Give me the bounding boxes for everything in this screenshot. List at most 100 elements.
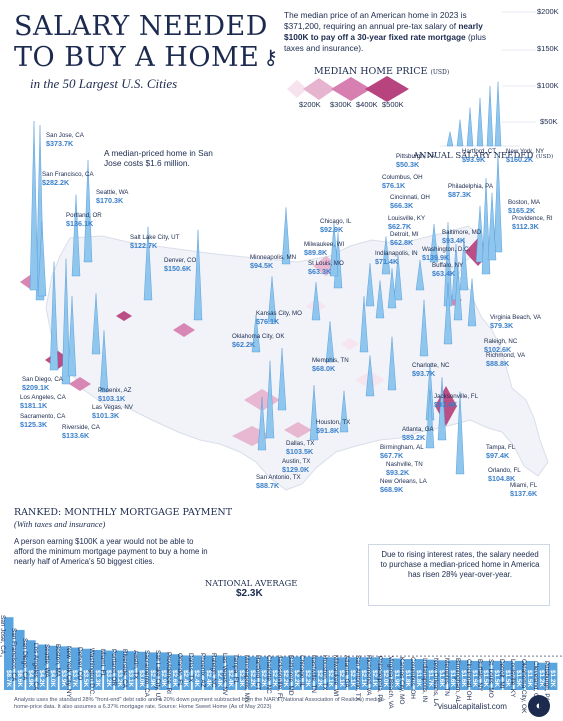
city-name: Minneapolis, MN	[250, 254, 297, 261]
scale-spike-3	[466, 107, 474, 147]
city-name: Los Angeles, CA	[20, 394, 66, 401]
city-name: New York, NY	[506, 148, 545, 155]
mortgage-bar-las-vegas-nv	[226, 655, 236, 690]
mortgage-bar-baltimore-md	[292, 656, 303, 690]
salary-spike-austin-tx	[265, 360, 275, 439]
city-salary-value: $76.1K	[382, 181, 406, 190]
mortgage-bar-richmond-va	[370, 657, 380, 690]
city-label-jacksonville-fl: Jacksonville, FL $93.4K	[434, 393, 478, 409]
mortgage-bar-st-louis-mo	[492, 660, 502, 690]
mortgage-bar-seattle-wa	[48, 645, 58, 690]
salary-spike-richmond-va	[453, 266, 463, 321]
city-label-nashville-tn: Nashville, TN $93.2K	[386, 461, 423, 477]
salary-spike-miami-fl	[455, 391, 465, 475]
mortgage-bar-pittsburgh-pa	[547, 662, 558, 690]
city-name: Orlando, FL	[488, 467, 521, 474]
salary-spike-providence-ri	[487, 192, 497, 261]
mortgage-bar-orlando-fl	[181, 655, 192, 690]
city-salary-value: $50.3K	[396, 160, 420, 169]
title-line-1: SALARY NEEDED	[14, 11, 268, 42]
mortgage-bar-charlotte-nc	[270, 656, 280, 690]
mortgage-bar-salt-lake-city-ut	[159, 652, 169, 690]
mortgage-bar-kansas-city-mo	[403, 659, 414, 690]
salary-spike-kansas-city-mo	[267, 276, 277, 323]
salary-scale	[440, 11, 536, 147]
city-salary-value: $92.9K	[320, 225, 344, 234]
ranked-bar-chart	[0, 617, 563, 690]
city-name: Salt Lake City, UT	[130, 234, 180, 241]
salary-spike-indianapolis-in	[365, 263, 375, 307]
mortgage-bar-denver-co	[81, 648, 92, 690]
mortgage-bar-cleveland-oh	[536, 662, 547, 690]
title-line-2: TO BUY A HOME ⚷	[14, 42, 279, 73]
city-salary-value: $165.2K	[508, 206, 536, 215]
city-name: Richmond, VA	[486, 352, 526, 359]
city-salary-value: $104.8K	[488, 474, 516, 483]
ranked-title: RANKED: MONTHLY MORTGAGE PAYMENT	[14, 507, 233, 518]
city-salary-value: $93.9K	[462, 155, 486, 164]
salary-spike-los-angeles-ca	[49, 261, 59, 371]
city-label-pittsburgh-pa: Pittsburgh, PA $50.3K	[396, 153, 435, 169]
mortgage-bar-indianapolis-in	[425, 659, 436, 690]
city-label-atlanta-ga: Atlanta, GA $89.2K	[402, 426, 434, 442]
salary-spike-nashville-tn	[359, 296, 369, 353]
scale-spike-4	[476, 97, 484, 147]
us-map-outline	[45, 225, 549, 491]
city-salary-value: $89.2K	[402, 433, 426, 442]
page-title: SALARY NEEDED TO BUY A HOME ⚷	[14, 12, 279, 73]
note-box	[368, 544, 550, 606]
salary-spike-pittsburgh-pa	[415, 259, 425, 291]
city-salary-value: $93.2K	[386, 468, 410, 477]
scale-spike-6	[494, 81, 502, 147]
city-name: Nashville, TN	[386, 461, 423, 468]
salary-spike-oklahoma-city-ok	[251, 314, 261, 353]
city-salary-value: $133.6K	[62, 431, 90, 440]
city-label-charlotte-nc: Charlotte, NC $93.7K	[412, 362, 449, 378]
city-label-detroit-mi: Detroit, MI $62.8K	[390, 231, 419, 247]
salary-spike-cincinnati-oh	[387, 268, 397, 309]
mortgage-bar-portland-or	[115, 650, 125, 690]
mortgage-bar-san-jose-ca	[4, 617, 14, 690]
salary-spike-houston-tx	[309, 385, 319, 441]
scale-spike-2	[456, 119, 464, 147]
city-name: Austin, TX	[282, 458, 311, 465]
legend-swatches	[287, 76, 409, 102]
metro-region-3	[69, 377, 91, 391]
mortgage-bar-dallas-tx	[192, 655, 203, 690]
city-label-san-diego-ca: San Diego, CA $209.1K	[22, 376, 63, 392]
metro-region-15	[341, 338, 359, 350]
salary-spike-columbus-oh	[393, 254, 403, 301]
city-name: Miami, FL	[510, 482, 538, 489]
city-salary-value: $87.3K	[448, 190, 472, 199]
mortgage-bar-louisville-ky	[514, 660, 525, 690]
brand-text[interactable]: visualcapitalist.com	[438, 702, 507, 711]
city-name: Las Vegas, NV	[92, 404, 133, 411]
mortgage-bar-sacramento-ca	[148, 652, 158, 690]
city-label-washington-d-c: Washington, D.C. $139.9K	[422, 246, 470, 262]
city-name: Tampa, FL	[486, 444, 516, 451]
city-name: Detroit, MI	[390, 231, 419, 238]
city-label-new-orleans-la: New Orleans, LA $68.9K	[380, 478, 427, 494]
city-label-louisville-ky: Louisville, KY $62.7K	[388, 215, 425, 231]
city-label-st-louis-mo: St Louis, MO $63.3K	[308, 260, 344, 276]
note-text: Due to rising interest rates, the salary…	[380, 550, 540, 579]
scale-tick-150: $150K	[537, 44, 559, 53]
city-label-philadelphia-pa: Philadelphia, PA $87.3K	[448, 183, 493, 199]
mortgage-bar-houston-tx	[325, 657, 336, 690]
salary-spike-charlotte-nc	[419, 299, 429, 357]
city-name: Kansas City, MO	[256, 310, 302, 317]
city-name: Atlanta, GA	[402, 426, 434, 433]
city-salary-value: $209.1K	[22, 383, 50, 392]
salary-spike-dallas-tx	[277, 348, 287, 411]
city-salary-value: $112.3K	[512, 222, 539, 231]
metro-region-13	[173, 323, 195, 337]
mortgage-bar-san-antonio-tx	[359, 657, 369, 690]
legend-swatch-2	[303, 78, 335, 100]
city-salary-value: $103.5K	[286, 447, 314, 456]
mortgage-bar-los-angeles-ca	[37, 644, 47, 690]
city-label-baltimore-md: Baltimore, MD $93.4K	[442, 229, 481, 245]
city-salary-value: $125.3K	[20, 420, 48, 429]
salary-spike-orlando-fl	[437, 377, 447, 441]
city-name: Chicago, IL	[320, 218, 352, 225]
legend-swatch-1	[287, 80, 307, 98]
